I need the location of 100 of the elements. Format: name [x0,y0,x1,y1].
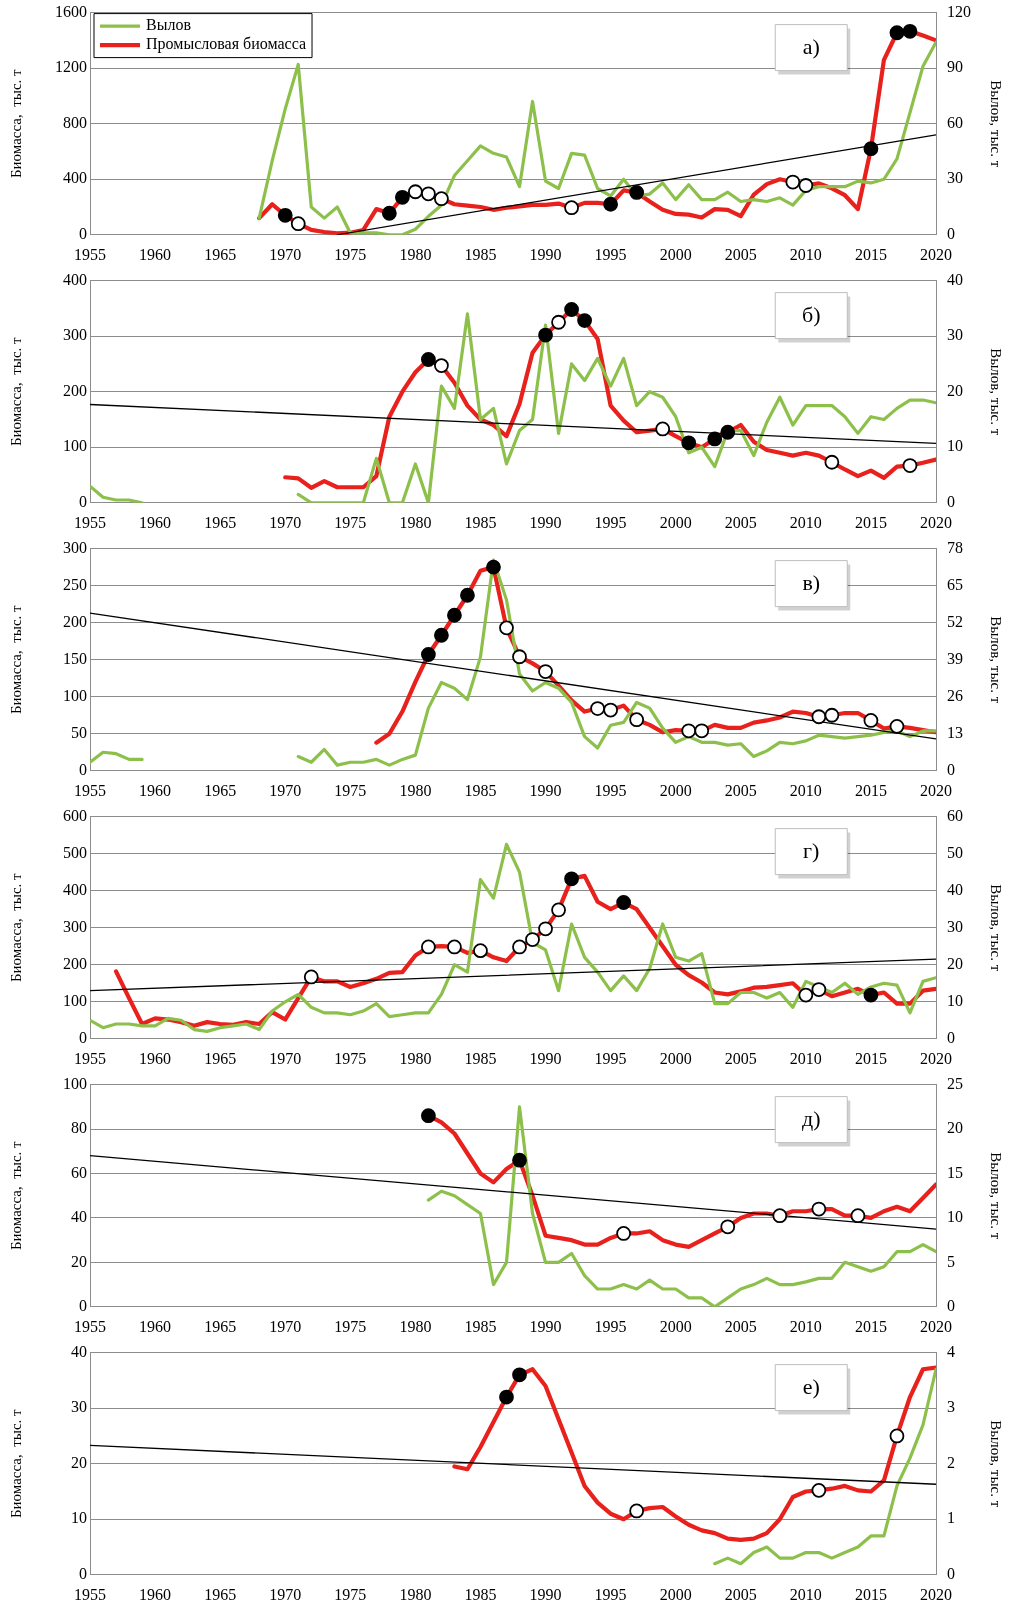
x-tick-label: 1975 [334,1317,367,1335]
point [499,1389,514,1405]
y2-axis-title: Вылов, тыс. т [988,80,1005,168]
y-tick-label: 200 [63,612,87,630]
annotation: а) [802,34,820,60]
point [421,1108,436,1124]
y2-tick-label: 20 [947,954,963,972]
point [499,620,514,636]
point [421,186,436,202]
x-tick-label: 2005 [724,1585,757,1603]
x-tick-label: 1975 [334,1585,367,1603]
point [616,1226,632,1241]
x-tick-label: 1985 [464,781,497,799]
point [824,454,840,470]
x-tick-label: 1970 [269,1049,302,1067]
x-tick-label: 2005 [724,781,757,799]
y2-axis-title: Вылов, тыс. т [988,1420,1005,1508]
y-tick-label: 400 [63,270,87,288]
x-tick-label: 1965 [204,781,237,799]
x-tick-label: 1970 [269,781,302,799]
point [590,701,605,716]
x-tick-label: 1960 [139,1317,172,1335]
point [863,987,879,1003]
y2-tick-label: 40 [947,880,963,898]
x-tick-label: 2010 [789,513,822,531]
y-tick-label: 100 [63,991,87,1009]
y-tick-label: 500 [63,843,87,861]
point [486,559,501,575]
y-tick-label: 80 [71,1119,87,1137]
x-tick-label: 2000 [659,245,692,263]
y2-tick-label: 0 [947,225,955,242]
x-tick-label: 1955 [74,1585,106,1603]
y-tick-label: 60 [71,1163,87,1181]
x-tick-label: 1995 [594,1049,627,1067]
y-axis-title: Биомасса, тыс. т [7,872,24,983]
x-tick-label: 2010 [789,245,822,263]
y2-tick-label: 90 [947,58,963,76]
x-tick-label: 2020 [920,513,952,531]
x-tick-label: 1955 [74,1049,106,1067]
x-tick-label: 1960 [139,245,172,263]
x-tick-label: 1975 [334,513,367,531]
point [551,314,566,330]
point [447,607,462,623]
annotation: д) [801,1106,821,1132]
point [447,939,462,955]
point [863,713,879,728]
y2-tick-label: 4 [947,1342,955,1360]
point [564,200,579,216]
x-tick-label: 2020 [920,1049,952,1067]
y-tick-label: 250 [63,575,87,593]
y2-tick-label: 20 [947,1119,963,1137]
x-tick-label: 1980 [399,1049,432,1067]
point [421,352,436,367]
point [889,1428,905,1444]
point [603,196,619,212]
y-tick-label: 300 [63,326,87,344]
point [902,458,918,473]
x-tick-label: 2020 [920,245,952,263]
y2-tick-label: 60 [947,806,963,824]
x-tick-label: 1990 [529,1049,562,1067]
x-tick-label: 2010 [789,781,822,799]
y-tick-label: 1600 [55,2,87,20]
y2-tick-label: 0 [947,1565,955,1582]
point [655,421,671,437]
x-tick-label: 1960 [139,781,172,799]
y2-tick-label: 2 [947,1453,955,1471]
legend-label: Вылов [146,16,192,34]
point [421,647,436,662]
y-tick-label: 400 [63,169,87,187]
x-tick-label: 1970 [269,1317,302,1335]
point [538,921,553,937]
x-tick-label: 1960 [139,1585,172,1603]
y-tick-label: 100 [63,437,87,455]
y-tick-label: 0 [79,1565,87,1582]
x-tick-label: 1995 [594,1317,627,1335]
point [525,932,540,947]
x-tick-label: 1980 [399,781,432,799]
x-tick-label: 2010 [789,1585,822,1603]
x-tick-label: 1990 [529,781,562,799]
y2-axis-title: Вылов, тыс. т [988,884,1005,972]
x-tick-label: 1990 [529,513,562,531]
point [512,1367,527,1383]
y2-tick-label: 65 [947,575,963,593]
point [434,358,449,373]
x-tick-label: 2015 [854,1049,887,1067]
y2-tick-label: 10 [947,437,963,455]
y2-axis-title: Вылов, тыс. т [988,616,1005,704]
point [889,718,905,734]
x-tick-label: 1955 [74,513,106,531]
point [512,939,527,955]
point [720,1219,736,1235]
x-tick-label: 2010 [789,1317,822,1335]
y-axis-title: Биомасса, тыс. т [7,336,24,447]
x-tick-label: 1990 [529,1585,562,1603]
point [421,939,436,955]
point [863,141,879,157]
y-tick-label: 0 [79,1029,87,1046]
annotation: б) [801,302,821,328]
x-tick-label: 2015 [854,1585,887,1603]
annotation: е) [802,1374,820,1400]
